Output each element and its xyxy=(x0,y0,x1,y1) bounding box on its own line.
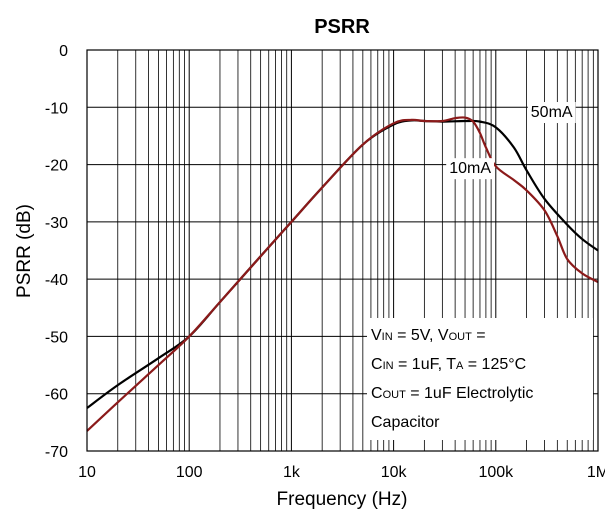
annotation-text: = 1uF, T xyxy=(394,356,457,373)
plot-frame xyxy=(86,49,599,452)
annotation-line: VIN = 5V, VOUT = xyxy=(371,327,486,344)
annotation-subscript: A xyxy=(456,360,464,372)
y-tick-label: -70 xyxy=(45,444,68,461)
series-label-bg xyxy=(527,102,576,124)
y-tick-label: -30 xyxy=(45,215,68,232)
annotation-bg xyxy=(367,318,593,440)
series-label-text: 50mA xyxy=(531,104,573,121)
tick-labels: 10 100 1k 10k 100k 1M 0 -10 -20 -30 -40 -50 -60 -70 xyxy=(45,43,605,481)
annotation-line: Capacitor xyxy=(371,414,440,431)
x-tick-label: 1k xyxy=(283,464,301,481)
y-tick-label: -40 xyxy=(45,272,68,289)
y-tick-label: -50 xyxy=(45,329,68,346)
series-label-10mA: 10mA xyxy=(446,158,495,180)
x-tick-label: 1M xyxy=(587,464,605,481)
y-tick-label: -20 xyxy=(45,158,68,175)
annotation-text: C xyxy=(371,385,383,402)
y-tick-label: -10 xyxy=(45,100,68,117)
x-tick-label: 10k xyxy=(381,464,408,481)
annotation-text: = 5V, V xyxy=(393,327,449,344)
annotation-subscript: IN xyxy=(383,360,394,372)
x-tick-label: 100 xyxy=(176,464,203,481)
annotation-subscript: OUT xyxy=(449,331,473,343)
annotation-subscript: OUT xyxy=(383,389,407,401)
series-labels: 50mA 10mA xyxy=(446,102,576,180)
annotation-text: = 125°C xyxy=(463,356,526,373)
series-label-50mA: 50mA xyxy=(527,102,576,124)
annotation-text: Capacitor xyxy=(371,414,440,431)
y-axis-label: PSRR (dB) xyxy=(14,204,35,298)
y-tick-label: -60 xyxy=(45,387,68,404)
annotation-text: C xyxy=(371,356,383,373)
series-lines xyxy=(86,116,599,432)
annotation-text: = xyxy=(472,327,486,344)
y-tick-label: 0 xyxy=(59,43,68,60)
series-label-bg xyxy=(446,158,495,180)
annotation-text: V xyxy=(371,327,382,344)
x-tick-label: 100k xyxy=(478,464,514,481)
chart-title: PSRR xyxy=(314,16,370,38)
annotation-subscript: IN xyxy=(382,331,393,343)
x-tick-label: 10 xyxy=(78,464,96,481)
x-axis-label: Frequency (Hz) xyxy=(277,489,408,510)
conditions-annotation: VIN = 5V, VOUT =CIN = 1uF, TA = 125°CCOU… xyxy=(367,318,593,440)
series-label-text: 10mA xyxy=(449,160,491,177)
series-line-10mA xyxy=(86,116,599,432)
annotation-text: = 1uF Electrolytic xyxy=(406,385,534,402)
annotation-line: COUT = 1uF Electrolytic xyxy=(371,385,533,402)
annotation-line: CIN = 1uF, TA = 125°C xyxy=(371,356,526,373)
